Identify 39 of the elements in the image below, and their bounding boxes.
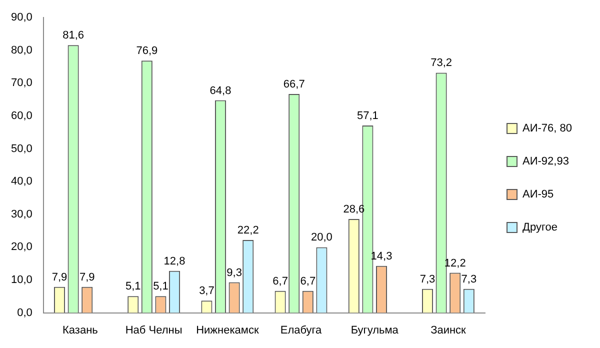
- data-label: 3,7: [199, 285, 214, 298]
- y-tick-label: 0,0: [17, 306, 32, 319]
- data-label: 73,2: [430, 57, 452, 70]
- y-tick-label: 40,0: [10, 176, 32, 188]
- data-label: 6,7: [300, 275, 316, 288]
- legend-label: АИ-92,93: [522, 156, 569, 168]
- data-label: 7,9: [52, 271, 68, 284]
- data-label: 12,8: [164, 255, 186, 268]
- y-tick-label: 60,0: [10, 110, 32, 122]
- data-label: 7,9: [79, 271, 95, 284]
- legend-label: АИ-76, 80: [522, 122, 572, 135]
- x-tick-label: Елабуга: [280, 324, 323, 336]
- data-label: 76,9: [136, 45, 158, 58]
- y-tick-label: 30,0: [10, 208, 32, 220]
- data-label: 9,3: [226, 266, 242, 279]
- y-tick-label: 70,0: [10, 77, 32, 90]
- y-tick-label: 20,0: [10, 241, 32, 254]
- x-tick-label: Бугульма: [350, 324, 400, 336]
- y-tick-label: 10,0: [10, 274, 32, 286]
- data-label: 81,6: [62, 30, 84, 42]
- x-tick-label: Нижнекамск: [196, 324, 259, 336]
- data-label: 5,1: [125, 280, 141, 293]
- data-label: 7,3: [461, 273, 477, 286]
- y-tick-label: 80,0: [10, 44, 32, 56]
- x-tick-label: Наб Челны: [125, 324, 182, 336]
- data-label: 22,2: [237, 224, 259, 237]
- y-tick-label: 50,0: [10, 142, 32, 155]
- legend-label: Другое: [522, 222, 558, 234]
- data-label: 66,7: [283, 78, 305, 91]
- x-tick-label: Казань: [62, 324, 98, 336]
- data-label: 57,1: [357, 110, 378, 122]
- data-label: 6,7: [272, 275, 288, 288]
- legend-label: АИ-95: [522, 188, 554, 201]
- x-tick-label: Заинск: [430, 324, 466, 336]
- data-label: 20,0: [311, 232, 332, 244]
- data-label: 7,3: [420, 273, 436, 286]
- data-label: 64,8: [210, 84, 232, 97]
- y-tick-label: 90,0: [10, 12, 32, 24]
- data-label: 5,1: [153, 280, 168, 293]
